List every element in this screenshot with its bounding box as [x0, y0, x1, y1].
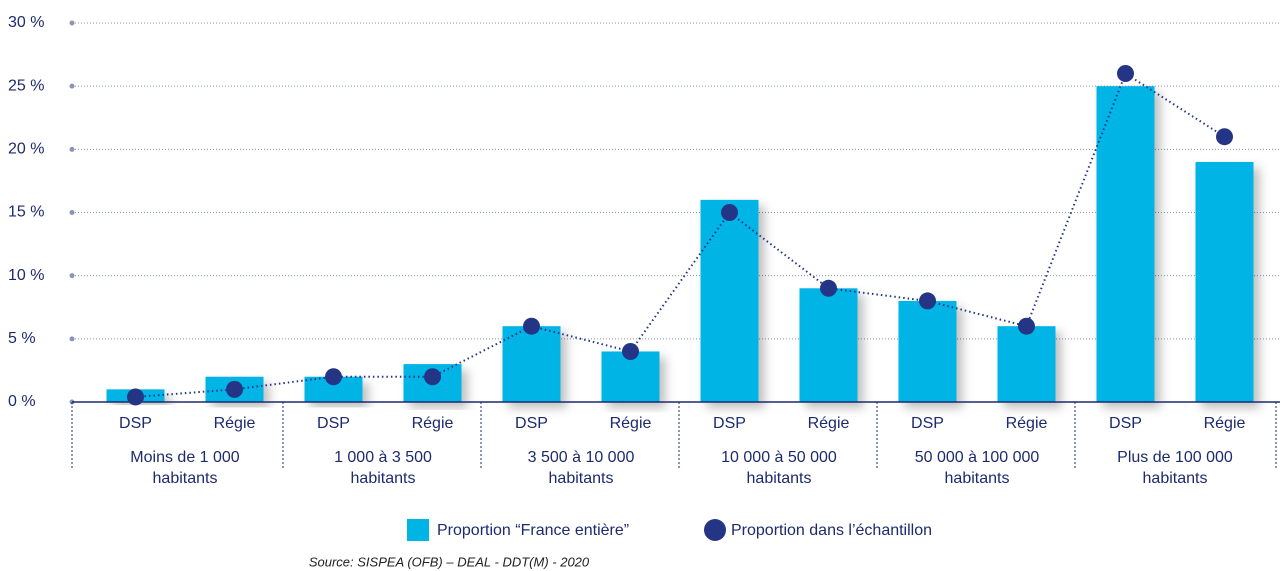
- group-label: 1 000 à 3 500: [334, 449, 432, 466]
- y-tick-dot: [69, 273, 75, 279]
- dot: [226, 380, 243, 398]
- x-tick-label: Régie: [610, 415, 652, 432]
- group-label: habitants: [945, 470, 1010, 487]
- group-label: habitants: [549, 470, 614, 487]
- x-tick-label: Régie: [412, 415, 454, 432]
- group-label: Moins de 1 000: [130, 449, 240, 466]
- dot: [1117, 65, 1134, 83]
- x-tick-label: Régie: [808, 415, 850, 432]
- y-tick-dot: [69, 336, 75, 342]
- legend-label: Proportion dans l’échantillon: [731, 522, 932, 539]
- y-tick-dot: [69, 146, 75, 152]
- y-tick-dot: [69, 210, 75, 215]
- bar: [997, 326, 1056, 402]
- bar: [898, 300, 957, 402]
- dot: [820, 279, 837, 297]
- y-tick-label: 10 %: [8, 267, 44, 284]
- bar: [1195, 161, 1254, 402]
- y-tick-label: 30 %: [8, 14, 44, 31]
- y-tick-dot: [69, 20, 75, 26]
- bar: [799, 288, 858, 402]
- group-label: habitants: [153, 470, 218, 487]
- dot: [127, 388, 144, 406]
- bar: [1096, 86, 1155, 403]
- group-label: habitants: [351, 470, 416, 487]
- source: Source: SISPEA (OFB) – DEAL - DDT(M) - 2…: [309, 554, 590, 569]
- x-tick-label: DSP: [317, 415, 350, 432]
- group-label: habitants: [1143, 470, 1208, 487]
- group-label: Plus de 100 000: [1117, 449, 1233, 466]
- x-tick-label: Régie: [214, 415, 256, 432]
- x-tick-label: DSP: [119, 415, 152, 432]
- dot: [721, 204, 738, 221]
- dot: [1216, 128, 1233, 146]
- x-tick-label: DSP: [1109, 415, 1142, 432]
- dot-line: [135, 72, 1226, 398]
- group-label: 10 000 à 50 000: [721, 449, 837, 466]
- dot: [424, 368, 441, 386]
- dot: [919, 292, 936, 310]
- bar: [700, 199, 759, 402]
- bar: [502, 326, 561, 402]
- x-tick-label: DSP: [515, 415, 548, 432]
- y-tick-label: 5 %: [8, 330, 36, 347]
- dot: [523, 317, 540, 335]
- y-tick-label: 25 %: [8, 77, 44, 94]
- group-label: 3 500 à 10 000: [528, 449, 635, 466]
- legend-label: Proportion “France entière”: [437, 522, 629, 539]
- x-tick-label: Régie: [1006, 415, 1048, 432]
- x-tick-label: DSP: [713, 415, 746, 432]
- legend-swatch: [704, 519, 726, 541]
- group-label: 50 000 à 100 000: [915, 449, 1040, 466]
- y-tick-label: 20 %: [8, 141, 44, 158]
- dot: [622, 342, 639, 360]
- y-tick-dot: [69, 83, 75, 89]
- x-tick-label: Régie: [1204, 415, 1246, 432]
- dot: [325, 368, 342, 386]
- group-label: habitants: [747, 470, 812, 487]
- y-tick-label: 15 %: [8, 204, 44, 221]
- x-tick-label: DSP: [911, 415, 944, 432]
- y-tick-label: 0 %: [8, 393, 36, 410]
- legend-swatch: [407, 519, 429, 541]
- dot: [1018, 317, 1035, 335]
